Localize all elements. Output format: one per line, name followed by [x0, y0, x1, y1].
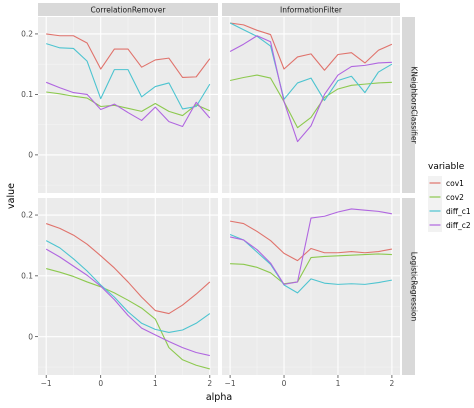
strip-KNeighborsClassifier	[402, 17, 415, 193]
series-line-diff_c2	[229, 208, 393, 285]
x-tick-label: 2	[390, 379, 395, 388]
strip-LogisticRegression	[402, 198, 415, 375]
x-tick-label: 2	[207, 379, 212, 388]
axes-layer: 0 0.1 0.2 0 0.1 0.2 −1 0 1 2 −1 0 1 2 alpha value	[6, 30, 395, 403]
strip-label-CorrelationRemover: CorrelationRemover	[91, 6, 167, 15]
strip-CorrelationRemover	[38, 3, 218, 16]
series-line-diff_c2	[45, 248, 210, 357]
series-line-cov1	[45, 223, 211, 315]
legend-label-cov1: cov1	[446, 179, 464, 188]
y-tick-label: 0.1	[21, 271, 33, 280]
legend: variable cov1 cov2 diff_c1 diff_c2	[428, 162, 471, 232]
panel-LogisticRegression-CorrelationRemover	[38, 198, 218, 375]
legend-label-cov2: cov2	[446, 193, 464, 202]
x-tick-label: −1	[41, 379, 52, 388]
series-line-cov2	[46, 268, 210, 370]
series-line-cov1	[229, 220, 393, 262]
x-axis-title: alpha	[206, 392, 232, 403]
strip-label-LogisticRegression: LogisticRegression	[410, 252, 419, 322]
y-axis-title: value	[6, 183, 17, 209]
strip-label-KNeighborsClassifier: KNeighborsClassifier	[410, 66, 419, 144]
x-tick-label: 1	[336, 379, 341, 388]
x-tick-label: 0	[98, 379, 103, 388]
series-line-cov1	[230, 22, 393, 71]
series-line-cov2	[230, 253, 392, 285]
panels-layer: CorrelationRemover InformationFilter KNeig…	[38, 3, 419, 375]
y-tick-label: 0.2	[21, 211, 33, 220]
x-tick-label: 0	[282, 379, 287, 388]
legend-label-diff_c1: diff_c1	[446, 207, 471, 216]
y-tick-label: 0	[28, 332, 33, 341]
y-tick-label: 0	[28, 150, 33, 159]
panel-KNeighborsClassifier-CorrelationRemover	[38, 17, 218, 193]
y-tick-label: 0.2	[21, 30, 33, 39]
series-line-cov1	[46, 33, 211, 79]
series-line-diff_c2	[229, 35, 392, 143]
y-tick-label: 0.1	[21, 90, 33, 99]
x-tick-label: −1	[225, 379, 236, 388]
strip-InformationFilter	[222, 3, 400, 16]
legend-label-diff_c2: diff_c2	[446, 221, 471, 230]
series-line-diff_c1	[46, 43, 211, 110]
series-line-diff_c1	[229, 233, 393, 294]
panel-LogisticRegression-InformationFilter	[222, 198, 400, 375]
x-tick-label: 1	[153, 379, 158, 388]
strip-label-InformationFilter: InformationFilter	[280, 6, 343, 15]
series-line-diff_c1	[45, 240, 211, 333]
legend-title: variable	[428, 162, 465, 172]
series-line-cov2	[229, 74, 392, 129]
series-line-diff_c2	[45, 81, 211, 128]
series-line-cov2	[46, 91, 211, 117]
panel-KNeighborsClassifier-InformationFilter	[222, 17, 400, 193]
